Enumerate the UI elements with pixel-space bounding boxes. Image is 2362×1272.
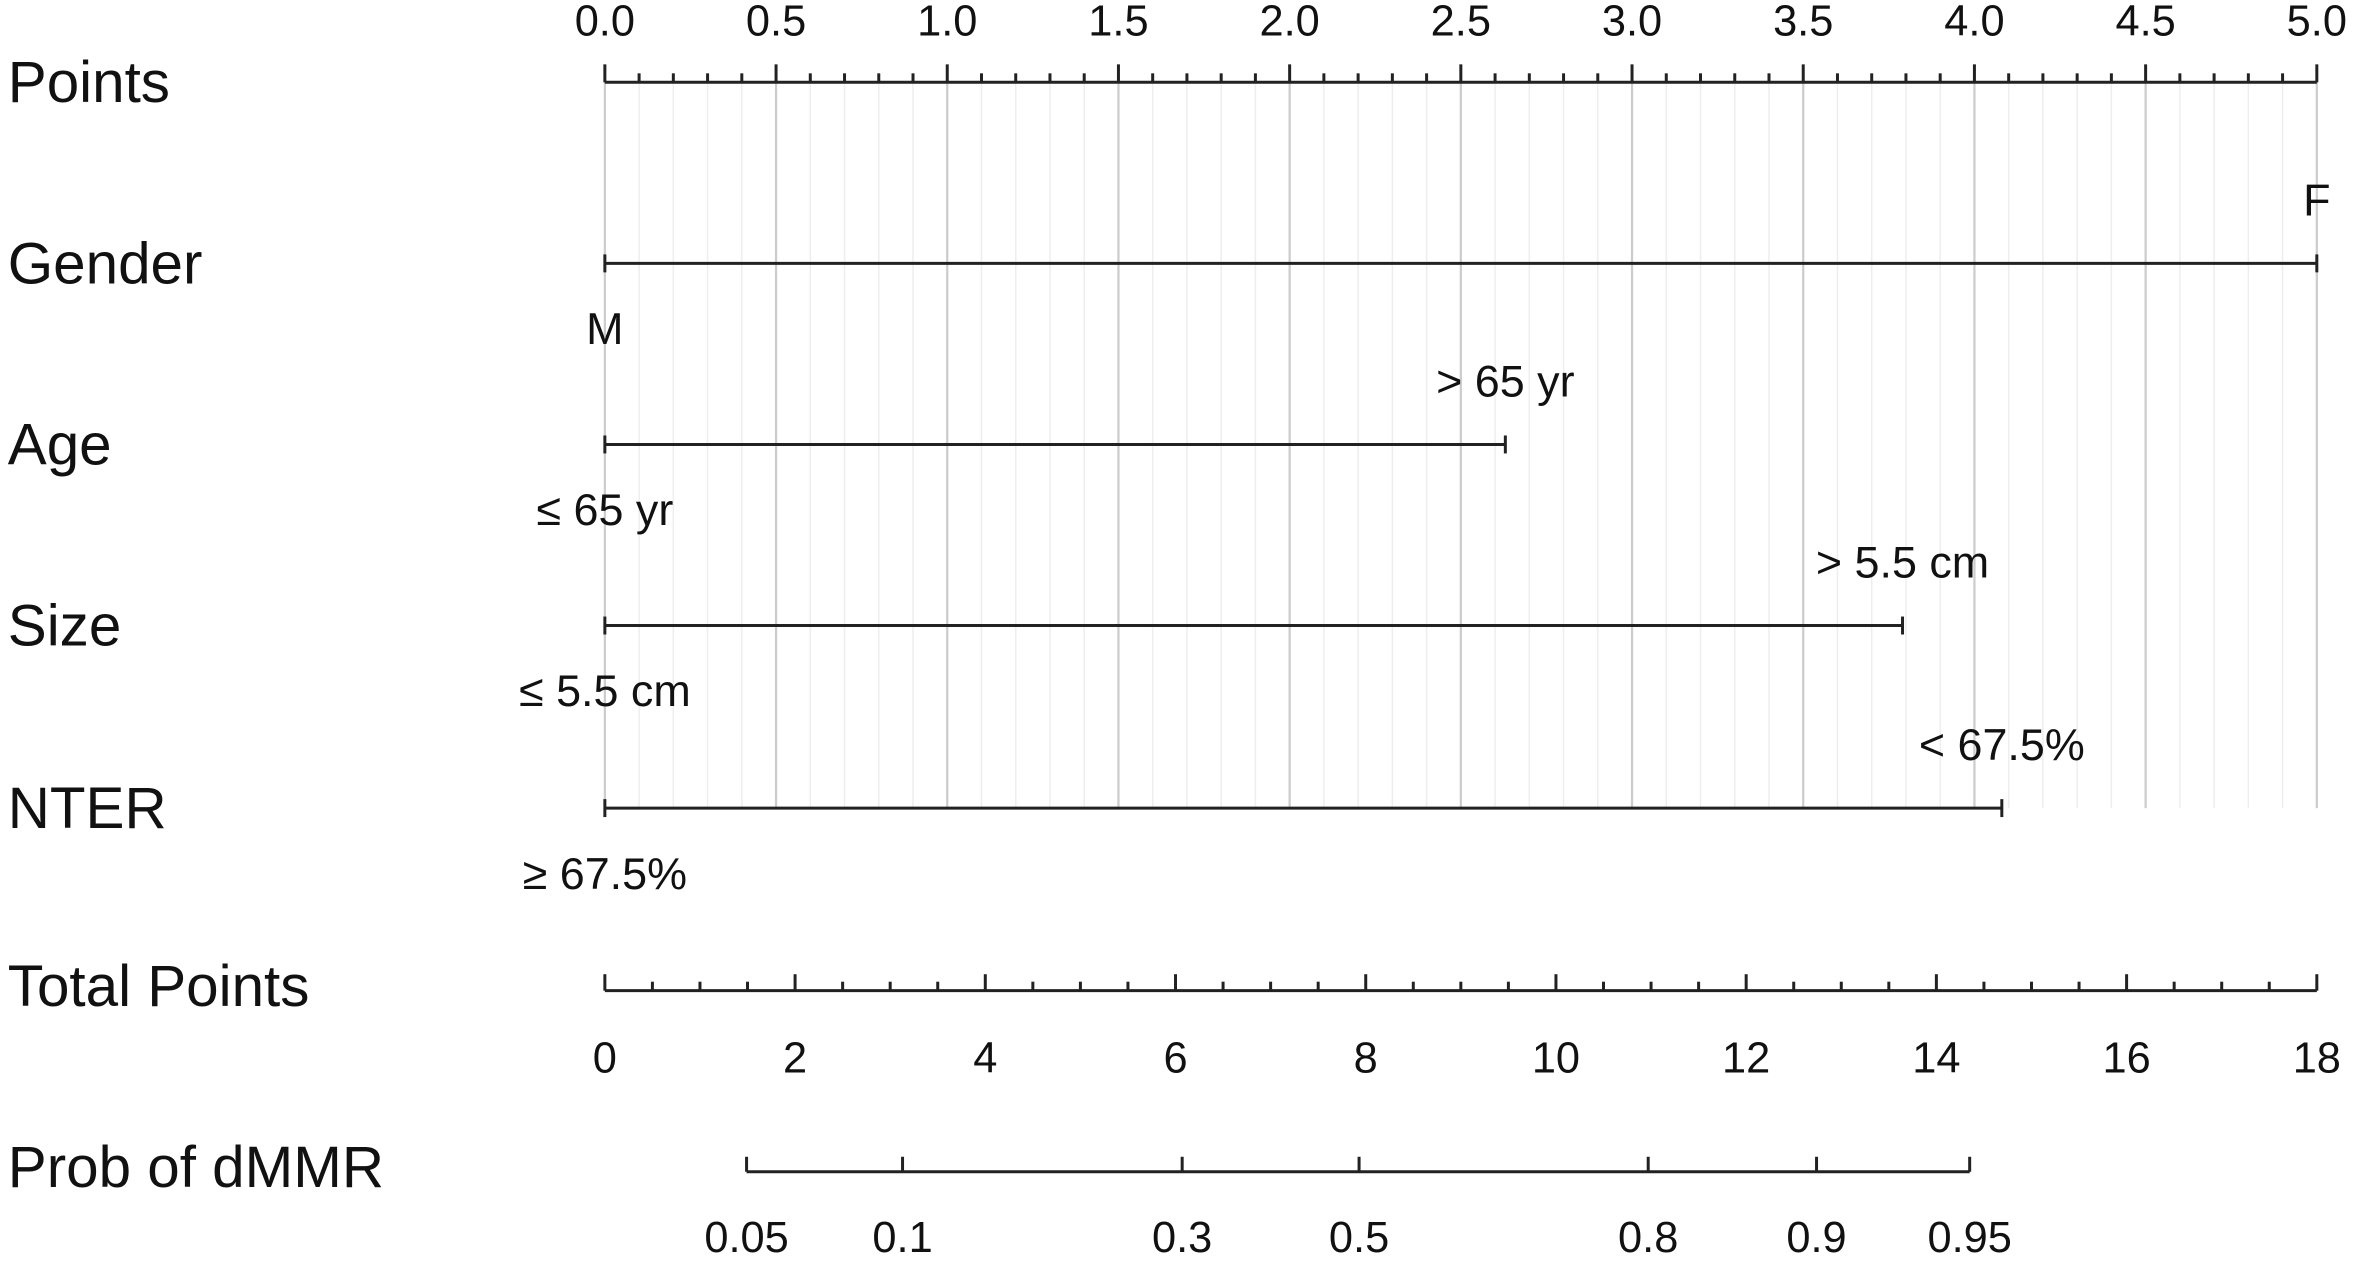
tick-label: 0.9 (1786, 1214, 1846, 1262)
tick-label: 4 (973, 1034, 997, 1082)
variable-name: NTER (8, 776, 167, 841)
tick-label: 0.3 (1152, 1214, 1212, 1262)
tick-label: 0.5 (746, 0, 806, 45)
tick-label: 0.05 (704, 1214, 788, 1262)
variable-name: Size (8, 593, 122, 658)
tick-label: 12 (1722, 1034, 1770, 1082)
tick-label: 0.0 (575, 0, 635, 45)
tick-label: 16 (2102, 1034, 2150, 1082)
axis-name: Prob of dMMR (8, 1135, 384, 1200)
level-label: < 67.5% (1919, 719, 2085, 770)
tick-label: 4.5 (2115, 0, 2175, 45)
variable-name: Gender (8, 231, 203, 296)
variable-name: Age (8, 412, 112, 477)
tick-label: 1.0 (917, 0, 977, 45)
tick-label: 0.95 (1927, 1214, 2011, 1262)
level-label: M (586, 303, 623, 354)
tick-label: 0.8 (1618, 1214, 1678, 1262)
level-label: ≥ 67.5% (523, 848, 687, 899)
tick-label: 4.0 (1944, 0, 2004, 45)
level-label: F (2303, 174, 2330, 225)
tick-label: 10 (1532, 1034, 1580, 1082)
level-label: > 65 yr (1436, 355, 1574, 406)
level-label: > 5.5 cm (1816, 537, 1989, 588)
tick-label: 6 (1163, 1034, 1187, 1082)
tick-label: 0 (593, 1034, 617, 1082)
tick-label: 5.0 (2287, 0, 2347, 45)
level-label: ≤ 65 yr (536, 484, 673, 535)
tick-label: 1.5 (1088, 0, 1148, 45)
tick-label: 0.5 (1329, 1214, 1389, 1262)
level-label: ≤ 5.5 cm (519, 665, 691, 716)
tick-label: 2.5 (1431, 0, 1491, 45)
tick-label: 18 (2293, 1034, 2341, 1082)
axis-name: Total Points (8, 954, 310, 1019)
tick-label: 8 (1354, 1034, 1378, 1082)
tick-label: 2.0 (1259, 0, 1319, 45)
tick-label: 3.5 (1773, 0, 1833, 45)
tick-label: 14 (1912, 1034, 1960, 1082)
tick-label: 2 (783, 1034, 807, 1082)
axis-name: Points (8, 50, 170, 115)
tick-label: 3.0 (1602, 0, 1662, 45)
tick-label: 0.1 (872, 1214, 932, 1262)
